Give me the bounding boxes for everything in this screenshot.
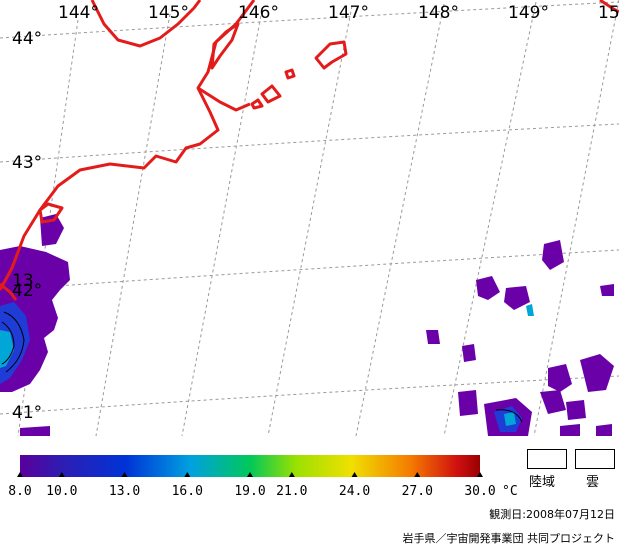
sst-east-17 (596, 424, 612, 436)
sst-south-west (20, 426, 50, 436)
land-legend-swatch (527, 449, 567, 469)
graticule (0, 0, 619, 437)
colorbar-tick-label: 27.0 (402, 484, 433, 499)
lon-label-147: 147° (328, 3, 369, 23)
colorbar-tick-label: 16.0 (172, 484, 203, 499)
colorbar-tick-label: 21.0 (276, 484, 307, 499)
contours (1, 311, 523, 423)
colorbar-tick-mark (17, 472, 23, 477)
colorbar-unit: °C (502, 484, 518, 499)
colorbar-tick-label: 24.0 (339, 484, 370, 499)
meridian-150 (533, 0, 619, 437)
colorbar-gradient (20, 455, 480, 477)
colorbar-tick-mark (351, 472, 358, 477)
sst-east-5 (426, 330, 440, 344)
parallel-43 (0, 123, 619, 163)
contour-line (1, 321, 15, 365)
colorbar-tick-label: 8.0 (8, 484, 31, 499)
colorbar-tick-mark (58, 472, 65, 477)
coast-island-small (250, 98, 264, 110)
colorbar-tick-mark (414, 472, 421, 477)
sst-east-13 (504, 412, 516, 426)
lon-label-149: 149° (508, 3, 549, 23)
sst-east-1 (476, 276, 500, 300)
sst-east-8 (540, 390, 566, 414)
colorbar-tick-mark (288, 472, 295, 477)
lon-label-145: 145° (148, 3, 189, 23)
cloud-legend-label: 雲 (586, 475, 600, 490)
sst-east-9 (566, 400, 586, 420)
coastline (0, 0, 619, 301)
lat-label-44: 44° (12, 29, 42, 49)
contour-line (3, 311, 25, 373)
cloud-legend-swatch (575, 449, 615, 469)
parallel-44 (0, 1, 619, 39)
meridian-146 (181, 9, 263, 437)
meridian-149 (443, 1, 537, 437)
lon-label-146: 146° (238, 3, 279, 23)
sst-east-14 (600, 284, 614, 296)
colorbar-tick-mark (477, 472, 483, 477)
sst-east-10 (458, 390, 478, 416)
sst-east-7 (580, 354, 614, 392)
coast-nemuro (38, 202, 64, 224)
meridian-147 (267, 5, 353, 437)
coast-shikotan (260, 84, 282, 104)
coast-kunashiri (197, 86, 251, 112)
contour-value-label: 13 (12, 271, 34, 291)
land-legend-label: 陸域 (529, 475, 556, 490)
sst-north-small (40, 214, 64, 246)
sst-patches (0, 214, 614, 436)
meridian-148 (355, 3, 445, 437)
coast-hokkaido (90, 0, 202, 48)
coast-habomai (284, 68, 296, 80)
lon-label-144: 144° (58, 3, 99, 23)
sst-west-inner (0, 302, 30, 384)
colorbar-tick-label: 10.0 (46, 484, 77, 499)
parallel-42 (0, 249, 619, 291)
colorbar-tick-label: 19.0 (234, 484, 265, 499)
lon-label-150: 15 (598, 3, 619, 23)
coast-top-right (599, 0, 619, 14)
lat-label-43: 43° (12, 153, 42, 173)
colorbar-tick-mark (121, 472, 128, 477)
lat-label-42: 42° (12, 281, 42, 301)
coast-etorofu (314, 40, 348, 70)
sst-east-4 (462, 344, 476, 362)
sst-east-15 (560, 424, 580, 436)
coast-east-hokkaido (210, 22, 240, 70)
colorbar-tick-label: 13.0 (109, 484, 140, 499)
contour-line (495, 409, 523, 423)
observation-date: 観測日:2008年07月12日 (489, 508, 615, 521)
sst-east-16 (526, 304, 534, 316)
meridian-145 (95, 13, 171, 437)
sst-west-core (0, 330, 14, 368)
colorbar-tick-mark (247, 472, 253, 477)
sst-east-3 (542, 240, 564, 270)
sst-east-6 (548, 364, 572, 392)
credit-line: 岩手県／宇宙開発事業団 共同プロジェクト (402, 532, 616, 545)
colorbar-tick-mark (184, 472, 191, 477)
colorbar: 8.0 10.0 13.0 16.0 19.0 21.0 24.0 27.0 30.0 °C (8, 455, 518, 499)
lon-label-148: 148° (418, 3, 459, 23)
coast-southwest (0, 282, 18, 301)
lat-label-41: 41° (12, 403, 42, 423)
parallel-41 (0, 375, 619, 415)
colorbar-tick-label: 30.0 (464, 484, 495, 499)
colorbar-ticks: 8.0 10.0 13.0 16.0 19.0 21.0 24.0 27.0 30.0 °C (8, 472, 518, 499)
sst-east-2 (504, 286, 530, 310)
